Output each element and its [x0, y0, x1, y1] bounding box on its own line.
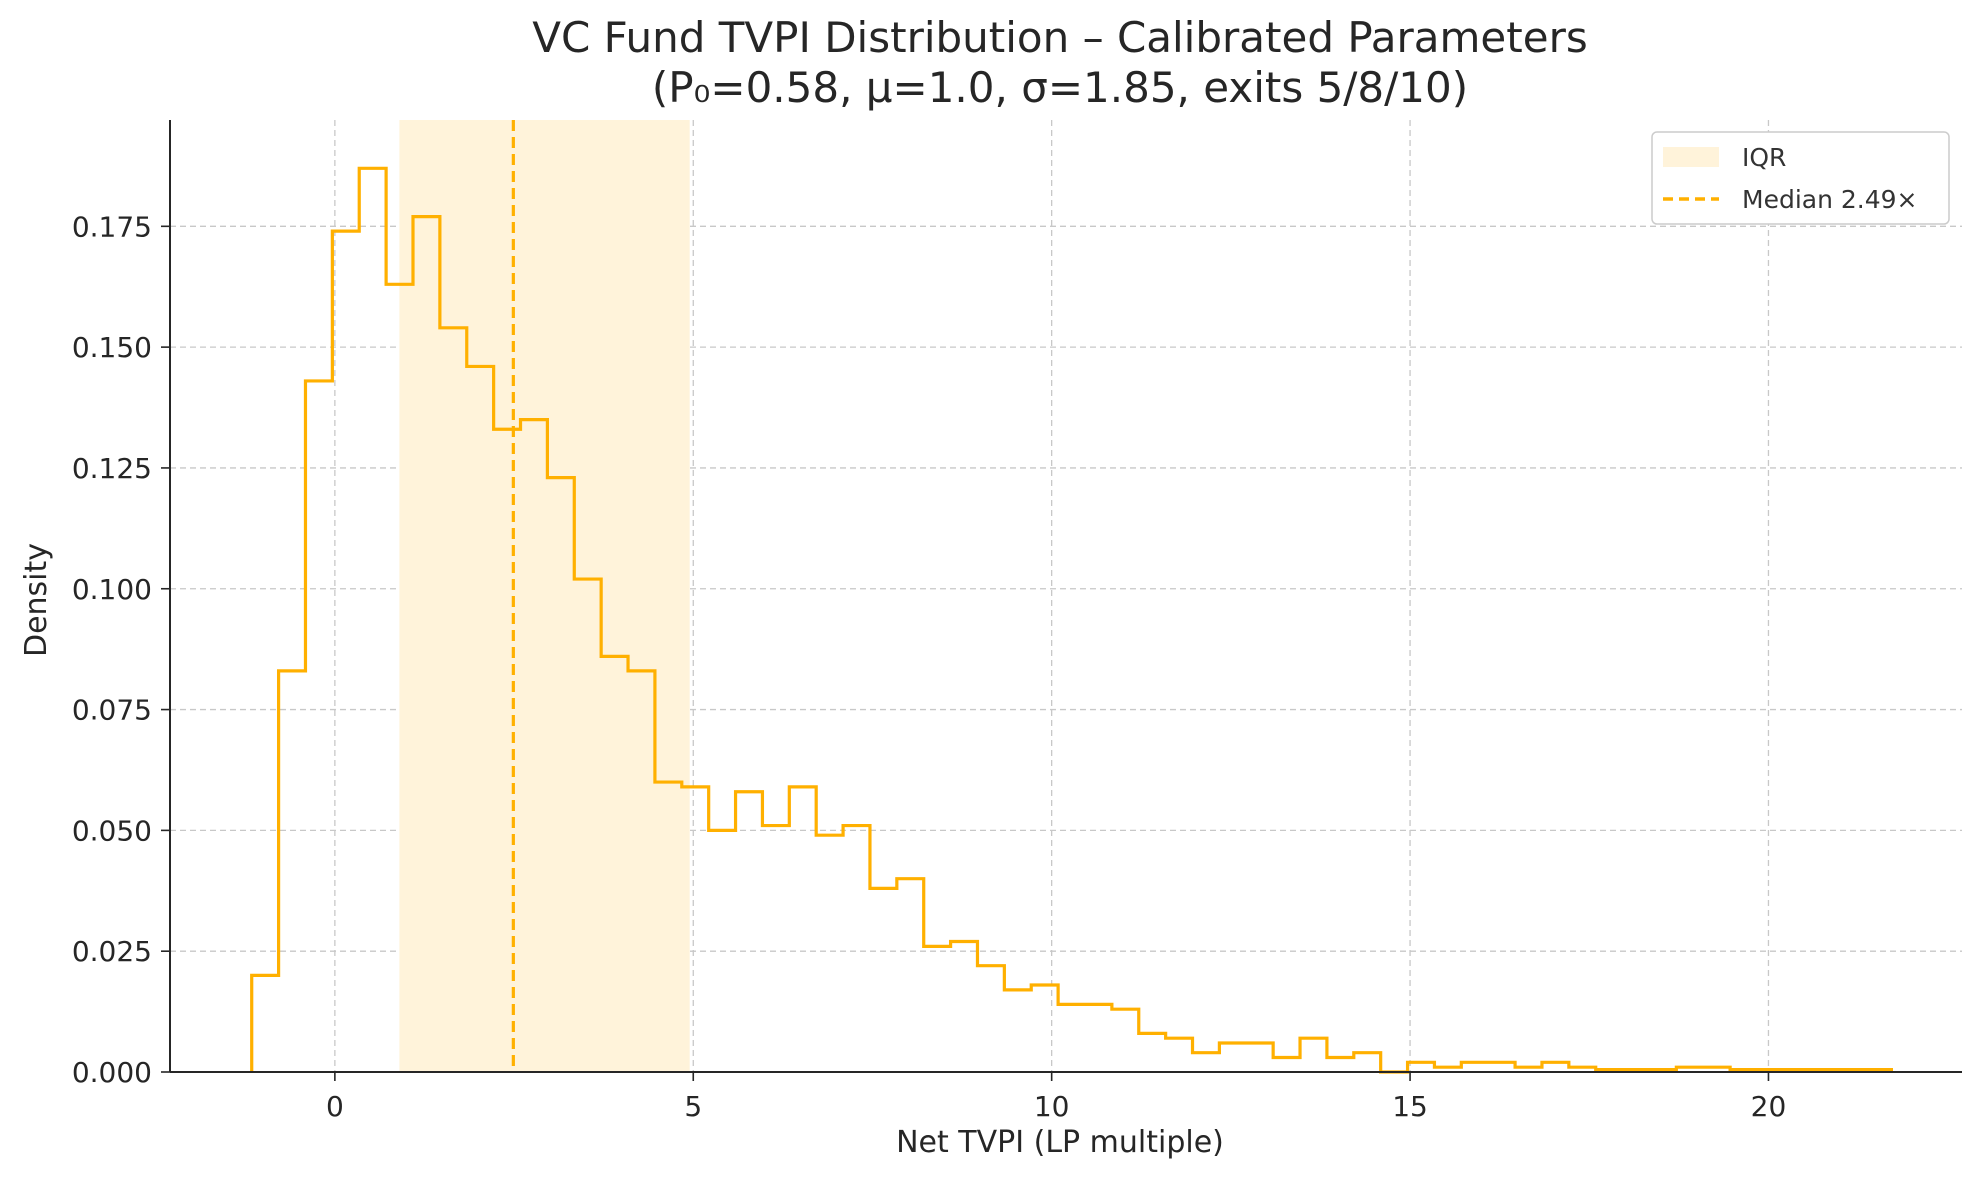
- y-axis-label: Density: [19, 543, 54, 657]
- x-tick-label: 5: [684, 1090, 702, 1123]
- ticks-layer: 0 5 10 15 20 0.000 0.025 0.050 0.075 0.100 0.125 0.…: [72, 210, 1786, 1123]
- axes-layer: [169, 120, 1962, 1073]
- y-tick-label: 0.050: [72, 814, 152, 847]
- x-tick-label: 10: [1034, 1090, 1070, 1123]
- x-axis-label: Net TVPI (LP multiple): [896, 1125, 1224, 1160]
- histogram-layer: [250, 166, 1893, 1074]
- histogram-step-outline: [250, 166, 1893, 1074]
- legend-iqr-label: IQR: [1742, 143, 1786, 172]
- legend-box: [1651, 131, 1950, 225]
- iqr-layer: [399, 120, 690, 1072]
- x-tick-label: 0: [326, 1090, 344, 1123]
- legend-iqr-swatch: [1663, 147, 1719, 167]
- y-tick-label: 0.025: [72, 935, 152, 968]
- y-tick-label: 0.100: [72, 573, 152, 606]
- y-tick-label: 0.000: [72, 1056, 152, 1089]
- x-tick-label: 20: [1751, 1090, 1787, 1123]
- iqr-band: [399, 120, 690, 1072]
- y-tick-label: 0.125: [72, 452, 152, 485]
- x-tick-label: 15: [1392, 1090, 1428, 1123]
- y-tick-label: 0.150: [72, 331, 152, 364]
- chart-title: VC Fund TVPI Distribution – Calibrated P…: [532, 13, 1587, 62]
- legend-median-label: Median 2.49×: [1742, 185, 1918, 214]
- grid-layer: [170, 120, 1962, 1072]
- y-tick-label: 0.175: [72, 210, 152, 243]
- legend: IQR Median 2.49×: [1651, 131, 1950, 225]
- chart-subtitle: (P₀=0.58, μ=1.0, σ=1.85, exits 5/8/10): [652, 63, 1468, 112]
- y-tick-label: 0.075: [72, 694, 152, 727]
